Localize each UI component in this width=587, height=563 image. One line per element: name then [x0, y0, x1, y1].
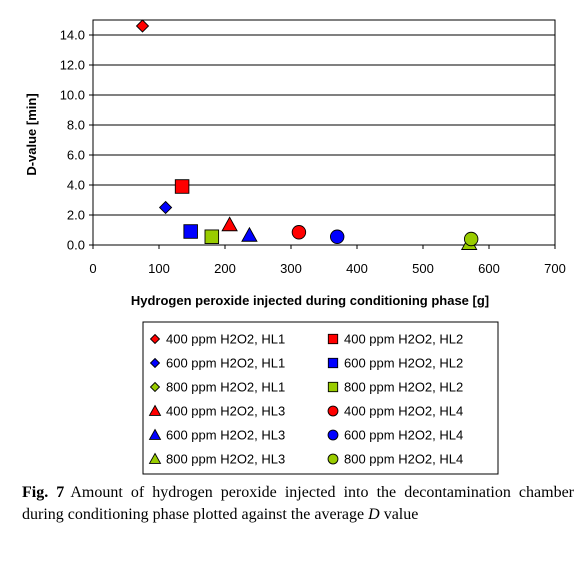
legend-marker — [149, 333, 161, 345]
data-point — [463, 231, 479, 247]
legend-marker — [149, 381, 161, 393]
y-tick-label: 14.0 — [60, 28, 85, 43]
legend: 400 ppm H2O2, HL1 400 ppm H2O2, HL2 600 pp… — [142, 321, 499, 475]
data-point — [204, 229, 220, 244]
x-tick-label: 300 — [280, 261, 302, 276]
legend-marker — [148, 404, 162, 416]
legend-marker — [327, 453, 339, 465]
x-tick-label: 500 — [412, 261, 434, 276]
chart: 0.0 2.0 4.0 6.0 8.0 10.0 12.0 14.0 0 100 200 300 400… — [24, 19, 566, 475]
legend-label: 800 ppm H2O2, HL2 — [344, 380, 463, 395]
legend-label: 600 ppm H2O2, HL4 — [344, 428, 463, 443]
caption-d-symbol: D — [368, 506, 380, 523]
legend-label: 800 ppm H2O2, HL4 — [344, 452, 463, 467]
x-tick-label: 100 — [148, 261, 170, 276]
legend-marker — [148, 428, 162, 440]
caption-text: Amount of hydrogen peroxide injected int… — [22, 484, 575, 523]
y-tick-label: 4.0 — [67, 178, 85, 193]
y-tick-label: 0.0 — [67, 238, 85, 253]
x-tick-label: 200 — [214, 261, 236, 276]
grid-lines — [93, 34, 555, 216]
legend-label: 600 ppm H2O2, HL3 — [166, 428, 285, 443]
data-point — [135, 19, 150, 33]
y-axis-title: D-value [min] — [24, 93, 39, 175]
axis-ticks: 0.0 2.0 4.0 6.0 8.0 10.0 12.0 14.0 0 100 200 300 400… — [60, 28, 566, 277]
legend-marker — [327, 357, 339, 369]
figure-label: Fig. 7 — [22, 484, 65, 501]
legend-marker — [327, 429, 339, 441]
legend-marker — [327, 333, 339, 345]
data-points — [135, 19, 479, 250]
data-point — [330, 229, 345, 244]
data-point — [183, 224, 198, 239]
y-tick-label: 12.0 — [60, 58, 85, 73]
x-tick-label: 0 — [89, 261, 96, 276]
legend-label: 800 ppm H2O2, HL1 — [166, 380, 285, 395]
x-axis-title: Hydrogen peroxide injected during condit… — [131, 293, 489, 308]
x-tick-label: 400 — [346, 261, 368, 276]
legend-marker — [327, 381, 339, 393]
legend-label: 400 ppm H2O2, HL3 — [166, 404, 285, 419]
legend-label: 600 ppm H2O2, HL2 — [344, 356, 463, 371]
y-tick-label: 10.0 — [60, 88, 85, 103]
legend-marker — [148, 452, 162, 464]
y-tick-label: 6.0 — [67, 148, 85, 163]
plot-area — [92, 19, 556, 246]
x-tick-label: 600 — [478, 261, 500, 276]
data-point — [241, 226, 258, 242]
x-tick-label: 700 — [544, 261, 566, 276]
caption-text-end: value — [379, 506, 419, 523]
y-tick-label: 8.0 — [67, 118, 85, 133]
data-point — [158, 200, 173, 215]
legend-label: 600 ppm H2O2, HL1 — [166, 356, 285, 371]
y-tick-label: 2.0 — [67, 208, 85, 223]
data-point — [291, 225, 307, 240]
legend-marker — [327, 405, 339, 417]
legend-label: 400 ppm H2O2, HL4 — [344, 404, 463, 419]
data-point — [174, 179, 190, 194]
figure-caption: Fig. 7 Amount of hydrogen peroxide inject… — [22, 482, 574, 526]
legend-label: 400 ppm H2O2, HL2 — [344, 332, 463, 347]
data-point — [221, 216, 238, 232]
legend-label: 400 ppm H2O2, HL1 — [166, 332, 285, 347]
legend-box — [142, 321, 499, 475]
legend-marker — [149, 357, 161, 369]
legend-label: 800 ppm H2O2, HL3 — [166, 452, 285, 467]
